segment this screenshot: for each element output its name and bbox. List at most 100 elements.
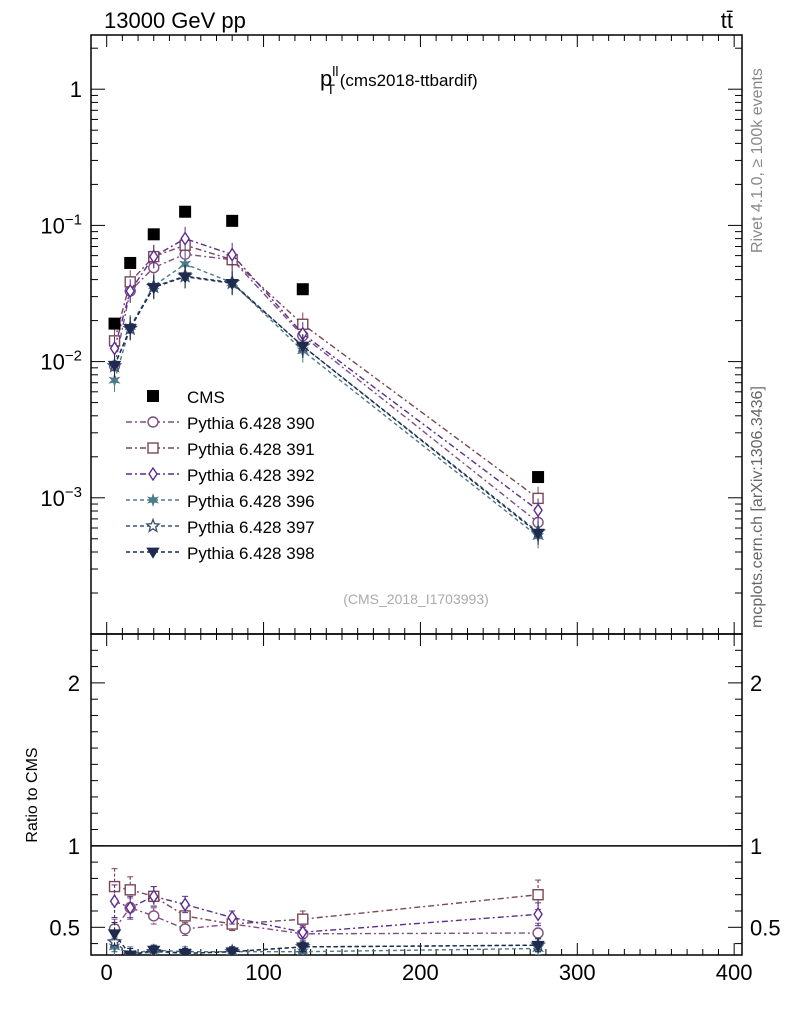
ratio-point: [148, 889, 159, 904]
ratio-series-3: [109, 884, 543, 940]
ratio-point: [297, 913, 309, 925]
legend-marker: [146, 493, 160, 507]
y-tick-label: 10−1: [40, 211, 82, 238]
ratio-series: [91, 845, 742, 955]
legend-label: Pythia 6.428 397: [187, 518, 315, 537]
x-tick-label: 200: [402, 960, 439, 985]
x-tick-label: 0: [101, 960, 113, 985]
legend-marker-cms: [147, 390, 159, 402]
ratio-point: [180, 897, 190, 912]
ratio-point: [148, 910, 160, 922]
ratio-point: [125, 900, 136, 916]
title-main: p: [320, 66, 332, 91]
data-point: [125, 283, 136, 299]
cms-data: [108, 205, 545, 484]
ratio-plot-frame: [90, 633, 743, 956]
ratio-line: [114, 885, 539, 925]
ratio-y-tick-label: 2: [68, 671, 80, 696]
legend-marker: [147, 442, 159, 454]
series-line: [113, 275, 539, 533]
legend-label: Pythia 6.428 396: [187, 492, 315, 511]
legend-label: Pythia 6.428 391: [187, 440, 315, 459]
ratio-point: [227, 910, 238, 925]
title-rest: (cms2018-ttbardif): [335, 71, 478, 90]
ratio-series-5: [106, 931, 547, 955]
data-point: [531, 528, 545, 540]
cms-data-point: [532, 471, 545, 484]
ratio-point: [297, 924, 308, 940]
x-tick-label: 400: [716, 960, 753, 985]
legend-marker: [148, 466, 158, 482]
series-line: [113, 244, 539, 499]
axis-ticks: 0 100 200 300 400 1 10−1 10−2 10−3 0.5 0.5 1 1 2 2: [40, 35, 781, 985]
legend-marker: [145, 517, 161, 533]
ratio-series-4: [108, 936, 545, 955]
y-tick-label: 10−2: [40, 348, 82, 375]
ratio-point: [178, 948, 192, 955]
y-tick-label: 1: [70, 77, 82, 102]
series-5: [106, 264, 547, 544]
ratio-y-tick-label-right: 0.5: [750, 915, 781, 940]
title-sup: ll: [332, 63, 338, 79]
ratio-series-2: [108, 868, 544, 932]
ratio-point: [123, 950, 137, 955]
series-line: [113, 275, 539, 534]
data-point: [148, 249, 159, 264]
ratio-point: [533, 907, 543, 922]
ratio-y-tick-label-right: 2: [750, 671, 762, 696]
ratio-point: [108, 939, 121, 954]
ratio-point: [124, 884, 136, 896]
x-tick-label: 100: [245, 960, 282, 985]
legend: CMS Pythia 6.428 390 Pythia 6.428 391 Pythi…: [126, 388, 315, 563]
rivet-label: Rivet 4.1.0, ≥ 100k events: [749, 68, 766, 253]
process-label: tt̄: [721, 8, 733, 33]
ratio-y-tick-label: 0.5: [49, 915, 80, 940]
data-point: [107, 360, 122, 373]
series-1: [108, 242, 544, 535]
data-point: [147, 283, 161, 295]
ratio-point: [532, 927, 544, 939]
cms-data-point: [179, 205, 192, 218]
legend-marker: [146, 547, 160, 559]
data-point: [227, 247, 238, 262]
ratio-point: [225, 947, 239, 955]
ratio-point: [531, 940, 545, 953]
legend-label: Pythia 6.428 392: [187, 466, 315, 485]
series-6: [107, 264, 545, 545]
energy-label: 13000 GeV pp: [104, 8, 246, 33]
ratio-point: [532, 889, 544, 901]
y-tick-label: 10−3: [40, 484, 82, 511]
series-2: [108, 233, 544, 511]
ratio-point: [179, 923, 191, 935]
x-tick-label: 300: [559, 960, 596, 985]
data-point: [533, 503, 543, 518]
data-point: [178, 272, 192, 284]
ratio-point: [107, 929, 122, 941]
data-point: [123, 324, 137, 336]
ratio-series-6: [107, 921, 545, 955]
ratio-y-tick-label-right: 1: [750, 834, 762, 859]
ratio-point: [296, 942, 310, 954]
legend-label-cms: CMS: [187, 388, 225, 407]
ratio-series-1: [108, 897, 544, 944]
series-3: [109, 226, 543, 523]
ratio-y-tick-label: 1: [68, 834, 80, 859]
main-series: [106, 205, 547, 549]
data-point: [180, 231, 190, 246]
data-point: [296, 341, 310, 353]
cms-data-point: [108, 317, 121, 330]
cms-data-point: [147, 228, 160, 241]
cms-data-point: [124, 256, 137, 269]
title-sub: T: [326, 81, 335, 97]
cms-data-point: [296, 283, 309, 296]
legend-label: Pythia 6.428 398: [187, 544, 315, 563]
series-4: [108, 252, 545, 549]
data-point: [225, 279, 239, 291]
data-point: [108, 373, 121, 388]
ratio-axis-label: Ratio to CMS: [24, 747, 41, 842]
cms-data-point: [226, 214, 239, 227]
source-label: mcplots.cern.ch [arXiv:1306.3436]: [749, 386, 766, 628]
chart-title: pll T (cms2018-ttbardif): [320, 63, 478, 97]
series-line: [113, 263, 539, 538]
